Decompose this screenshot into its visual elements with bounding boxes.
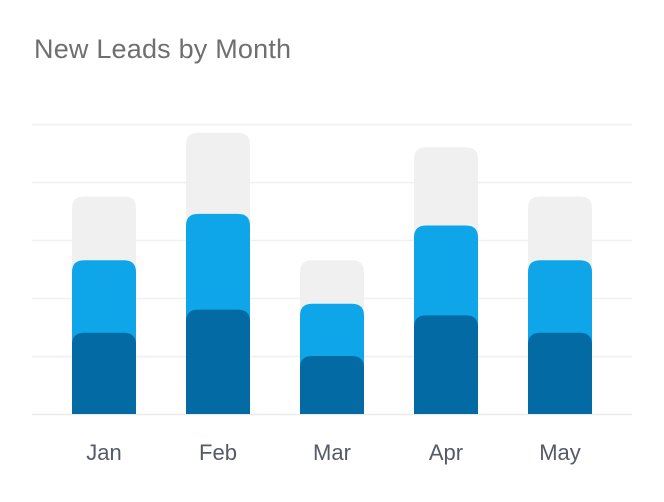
bar-apr-segment-1 <box>414 315 478 414</box>
bar-jan-segment-1 <box>72 332 136 414</box>
x-tick-label-feb: Feb <box>199 440 237 465</box>
bar-may-segment-1 <box>528 332 592 414</box>
bar-mar-segment-1 <box>300 356 364 414</box>
x-tick-label-jan: Jan <box>86 440 121 465</box>
x-tick-label-mar: Mar <box>313 440 351 465</box>
x-tick-label-may: May <box>539 440 581 465</box>
chart-title: New Leads by Month <box>34 34 292 64</box>
bar-feb-segment-1 <box>186 309 250 414</box>
x-tick-label-apr: Apr <box>429 440 463 465</box>
